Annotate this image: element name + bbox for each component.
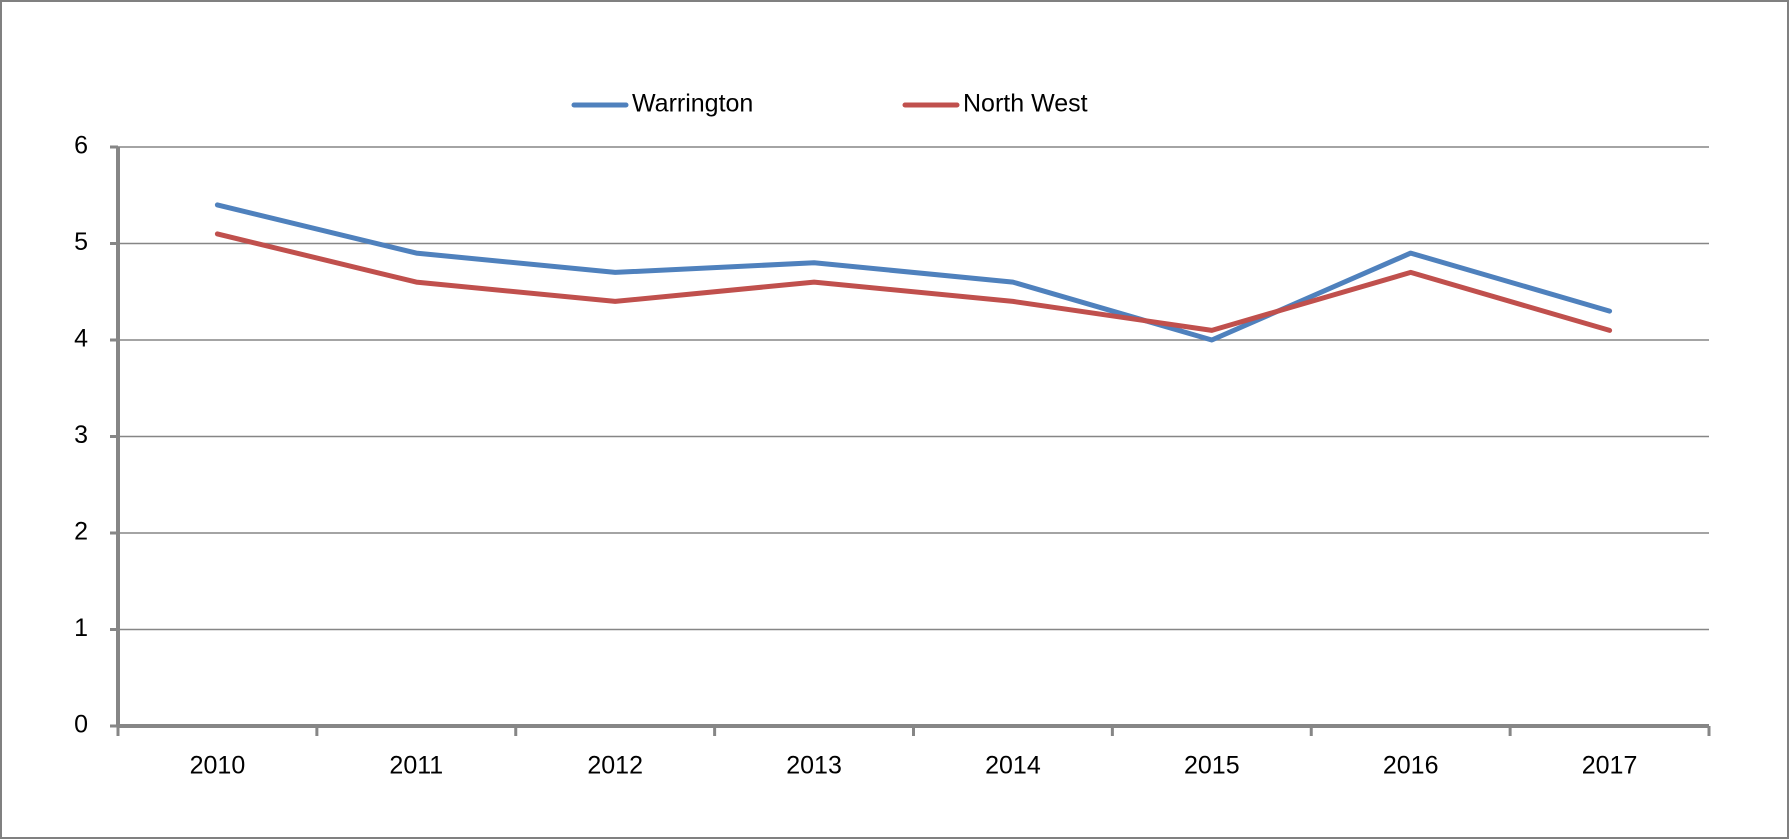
y-tick-label: 2	[74, 518, 88, 546]
legend-label: North West	[963, 90, 1088, 118]
x-tick-label: 2012	[587, 752, 643, 780]
x-tick-label: 2014	[985, 752, 1041, 780]
y-tick-label: 3	[74, 421, 88, 449]
y-tick-label: 4	[74, 325, 88, 353]
y-tick-label: 6	[74, 132, 88, 160]
x-tick-label: 2010	[190, 752, 246, 780]
y-tick-label: 0	[74, 711, 88, 739]
x-tick-label: 2015	[1184, 752, 1240, 780]
x-tick-label: 2011	[389, 752, 443, 780]
x-tick-label: 2016	[1383, 752, 1439, 780]
data-line	[214, 231, 1613, 333]
x-tick-label: 2017	[1582, 752, 1638, 780]
x-tick-label: 2013	[786, 752, 842, 780]
data-line	[214, 202, 1613, 343]
y-tick-label: 1	[74, 614, 88, 642]
y-tick-label: 5	[74, 228, 88, 256]
legend-label: Warrington	[632, 90, 753, 118]
